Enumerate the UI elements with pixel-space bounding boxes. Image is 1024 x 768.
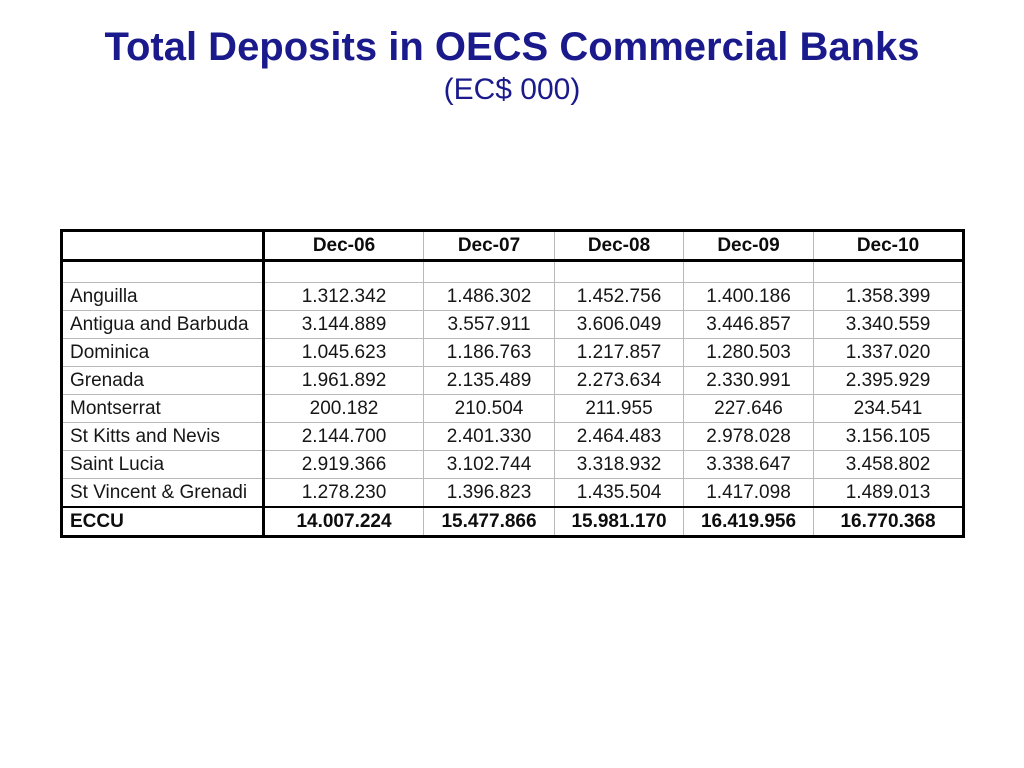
- value-cell: 1.396.823: [423, 478, 555, 508]
- value-cell: 1.337.020: [813, 338, 964, 367]
- column-header: Dec-07: [423, 230, 555, 262]
- value-cell: 2.135.489: [423, 366, 555, 395]
- value-cell: 2.919.366: [263, 450, 424, 479]
- spacer-cell: [423, 260, 555, 283]
- table-row: Montserrat 200.182 210.504 211.955 227.646 23…: [61, 394, 964, 423]
- spacer-row: [61, 260, 964, 283]
- spacer-cell: [554, 260, 684, 283]
- value-cell: 3.340.559: [813, 310, 964, 339]
- value-cell: 1.278.230: [263, 478, 424, 508]
- total-row-label: ECCU: [61, 506, 265, 537]
- value-cell: 1.452.756: [554, 282, 684, 311]
- slide-header: Total Deposits in OECS Commercial Banks …: [0, 24, 1024, 108]
- column-header: Dec-09: [683, 230, 814, 262]
- value-cell: 3.458.802: [813, 450, 964, 479]
- value-cell: 234.541: [813, 394, 964, 423]
- value-cell: 1.358.399: [813, 282, 964, 311]
- value-cell: 1.217.857: [554, 338, 684, 367]
- page-title: Total Deposits in OECS Commercial Banks: [104, 25, 920, 69]
- table-row: Grenada 1.961.892 2.135.489 2.273.634 2.330.…: [61, 366, 964, 395]
- value-cell: 3.102.744: [423, 450, 555, 479]
- total-value-cell: 16.770.368: [813, 506, 964, 537]
- table-row: Anguilla 1.312.342 1.486.302 1.452.756 1.400…: [61, 282, 964, 311]
- table-container: Dec-06 Dec-07 Dec-08 Dec-09 Dec-10 Anguilla 1…: [60, 229, 965, 538]
- table-row: St Vincent & Grenadi 1.278.230 1.396.823 1.…: [61, 478, 964, 508]
- column-header: Dec-06: [263, 230, 424, 262]
- header-row: Dec-06 Dec-07 Dec-08 Dec-09 Dec-10: [61, 230, 964, 262]
- value-cell: 210.504: [423, 394, 555, 423]
- column-header: Dec-08: [554, 230, 684, 262]
- value-cell: 3.606.049: [554, 310, 684, 339]
- slide-subtitle: (EC$ 000): [443, 73, 581, 106]
- value-cell: 1.486.302: [423, 282, 555, 311]
- deposits-table: Dec-06 Dec-07 Dec-08 Dec-09 Dec-10 Anguilla 1…: [60, 229, 965, 538]
- row-label: Dominica: [61, 338, 265, 367]
- corner-header-cell: [61, 230, 265, 262]
- value-cell: 2.330.991: [683, 366, 814, 395]
- row-label: St Kitts and Nevis: [61, 422, 265, 451]
- total-value-cell: 15.981.170: [554, 506, 684, 537]
- spacer-cell: [683, 260, 814, 283]
- row-label: Grenada: [61, 366, 265, 395]
- value-cell: 200.182: [263, 394, 424, 423]
- column-header: Dec-10: [813, 230, 964, 262]
- total-value-cell: 15.477.866: [423, 506, 555, 537]
- value-cell: 211.955: [554, 394, 684, 423]
- table-body: Anguilla 1.312.342 1.486.302 1.452.756 1.400…: [61, 260, 964, 537]
- table-row: Dominica 1.045.623 1.186.763 1.217.857 1.280…: [61, 338, 964, 367]
- value-cell: 1.186.763: [423, 338, 555, 367]
- table-header: Dec-06 Dec-07 Dec-08 Dec-09 Dec-10: [61, 230, 964, 262]
- spacer-cell: [61, 260, 265, 283]
- total-value-cell: 16.419.956: [683, 506, 814, 537]
- value-cell: 1.489.013: [813, 478, 964, 508]
- spacer-cell: [813, 260, 964, 283]
- spacer-cell: [263, 260, 424, 283]
- value-cell: 1.435.504: [554, 478, 684, 508]
- row-label: Antigua and Barbuda: [61, 310, 265, 339]
- value-cell: 1.280.503: [683, 338, 814, 367]
- value-cell: 3.446.857: [683, 310, 814, 339]
- value-cell: 1.045.623: [263, 338, 424, 367]
- value-cell: 1.400.186: [683, 282, 814, 311]
- row-label: Montserrat: [61, 394, 265, 423]
- value-cell: 1.961.892: [263, 366, 424, 395]
- row-label: Anguilla: [61, 282, 265, 311]
- value-cell: 2.273.634: [554, 366, 684, 395]
- table-row: Antigua and Barbuda 3.144.889 3.557.911 3.6…: [61, 310, 964, 339]
- value-cell: 2.978.028: [683, 422, 814, 451]
- value-cell: 1.417.098: [683, 478, 814, 508]
- value-cell: 2.144.700: [263, 422, 424, 451]
- value-cell: 3.557.911: [423, 310, 555, 339]
- value-cell: 1.312.342: [263, 282, 424, 311]
- total-value-cell: 14.007.224: [263, 506, 424, 537]
- value-cell: 2.401.330: [423, 422, 555, 451]
- table-row: St Kitts and Nevis 2.144.700 2.401.330 2.46…: [61, 422, 964, 451]
- table-row: Saint Lucia 2.919.366 3.102.744 3.318.932 3.…: [61, 450, 964, 479]
- value-cell: 2.395.929: [813, 366, 964, 395]
- row-label: St Vincent & Grenadi: [61, 478, 265, 508]
- value-cell: 3.318.932: [554, 450, 684, 479]
- value-cell: 3.156.105: [813, 422, 964, 451]
- value-cell: 227.646: [683, 394, 814, 423]
- row-label: Saint Lucia: [61, 450, 265, 479]
- value-cell: 3.144.889: [263, 310, 424, 339]
- value-cell: 2.464.483: [554, 422, 684, 451]
- total-row: ECCU 14.007.224 15.477.866 15.981.170 16.419…: [61, 506, 964, 537]
- value-cell: 3.338.647: [683, 450, 814, 479]
